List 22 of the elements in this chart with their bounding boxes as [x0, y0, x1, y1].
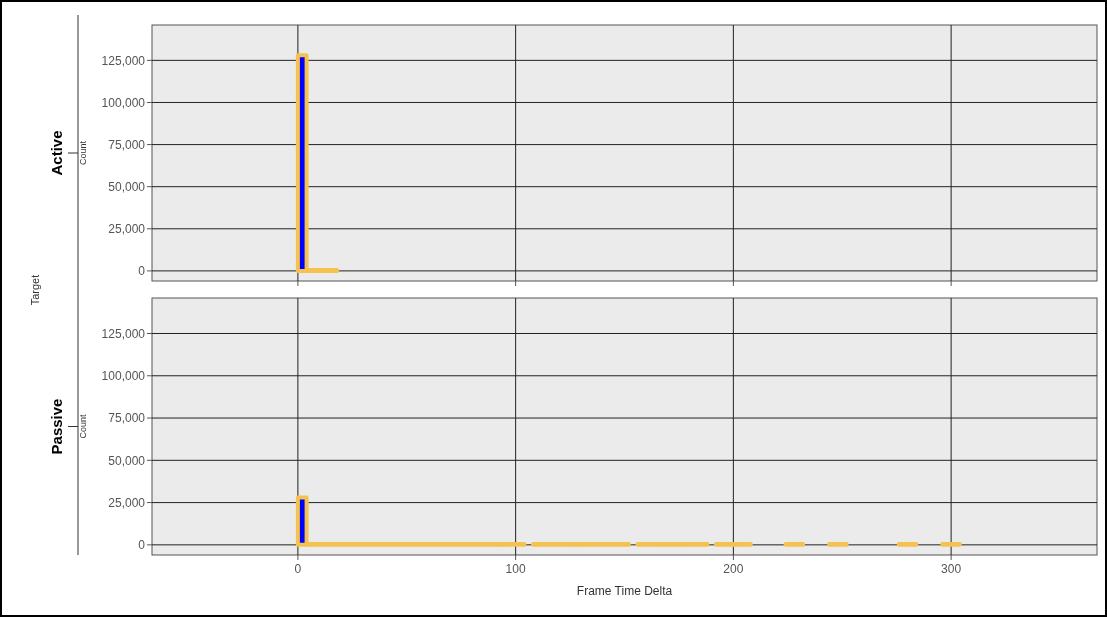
text: Passive: [48, 398, 65, 455]
y-axis-title: Count: [78, 140, 88, 166]
text: Target: [29, 274, 41, 306]
y-tick-label: 25,000: [108, 221, 146, 236]
y-tick-label: 100,000: [101, 95, 146, 110]
x-tick-label: 0: [294, 562, 302, 576]
y-axis-title: Count: [78, 414, 88, 439]
x-axis-title: Frame Time Delta: [576, 584, 673, 598]
x-tick-label: 200: [723, 562, 744, 576]
y-tick-label: 50,000: [108, 179, 146, 194]
y-tick-label: 0: [138, 264, 146, 279]
x-tick-label: 300: [941, 562, 962, 576]
y-tick-label: 100,000: [101, 368, 146, 383]
x-tick-label: 100: [505, 562, 526, 576]
y-tick-label: 125,000: [101, 326, 146, 341]
y-tick-label: 75,000: [108, 137, 146, 152]
text: Active: [48, 130, 65, 176]
y-tick-label: 75,000: [108, 411, 146, 426]
y-tick-label: 0: [138, 538, 146, 553]
y-tick-label: 50,000: [108, 453, 146, 468]
y-tick-label: 125,000: [101, 53, 146, 68]
y-tick-label: 25,000: [108, 495, 146, 510]
